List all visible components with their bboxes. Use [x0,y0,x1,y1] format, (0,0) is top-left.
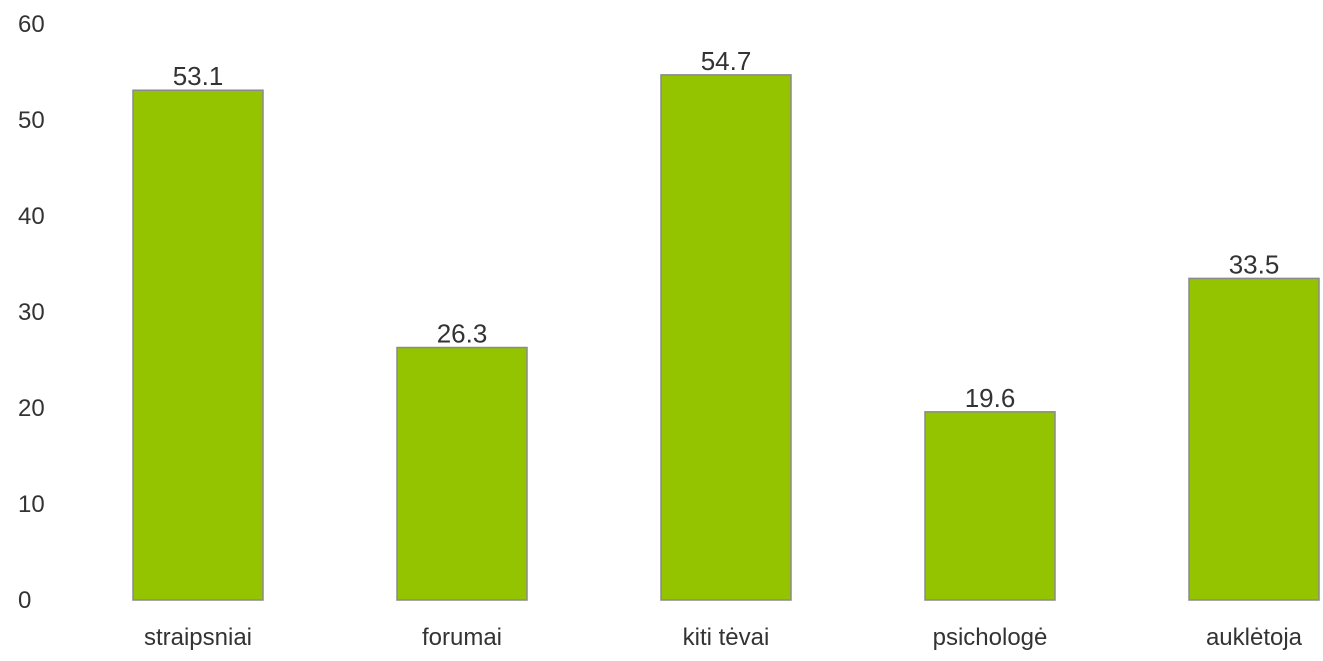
bar-value-label: 19.6 [965,383,1016,413]
x-axis-ticks: straipsniai forumai kiti tėvai psichologė au… [144,624,1303,651]
bar-value-label: 26.3 [437,319,488,349]
bar [924,411,1056,601]
y-tick-label: 50 [18,107,45,134]
bar [660,74,792,601]
y-axis-ticks: 0 10 20 30 40 50 60 [18,11,45,614]
y-tick-label: 30 [18,299,45,326]
y-tick-label: 20 [18,395,45,422]
bar-value-label: 54.7 [701,46,752,76]
x-category-label: forumai [422,624,502,651]
y-tick-label: 60 [18,11,45,38]
x-category-label: psichologė [933,624,1048,651]
y-tick-label: 40 [18,203,45,230]
x-category-label: straipsniai [144,624,252,651]
bar-value-label: 33.5 [1229,249,1280,279]
bar [132,89,264,601]
data-labels: 53.1 26.3 54.7 19.6 33.5 [173,46,1280,413]
bars [132,74,1320,601]
bar-value-label: 53.1 [173,61,224,91]
bar [396,346,528,601]
y-tick-label: 10 [18,491,45,518]
x-category-label: auklėtoja [1206,624,1303,651]
bar [1188,277,1320,601]
x-category-label: kiti tėvai [683,624,770,651]
y-tick-label: 0 [18,587,31,614]
